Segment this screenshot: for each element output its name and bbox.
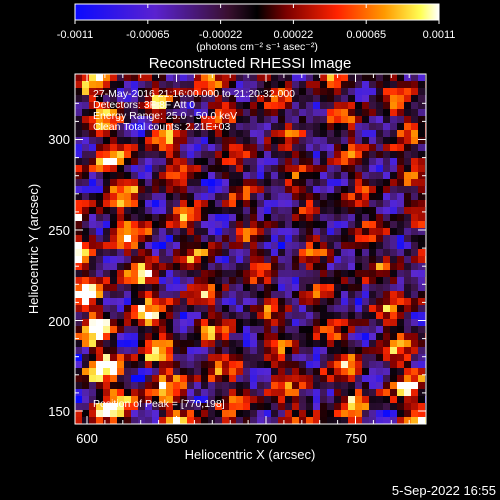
info-detectors: Detectors: 3F 8F Att 0 [93,99,195,111]
info-total-counts: Clean Total counts: 2.21E+03 [93,121,230,133]
y-tick-label: 150 [48,404,70,419]
timestamp: 5-Sep-2022 16:55 [392,483,496,498]
y-tick-label: 200 [48,314,70,329]
info-energy-range: Energy Range: 25.0 - 50.0 keV [93,110,237,122]
x-tick-label: 650 [166,431,188,446]
x-axis-label: Heliocentric X (arcsec) [185,447,316,462]
plot-frame [74,73,427,425]
x-tick-label: 750 [345,431,367,446]
colorbar-tick-label: -0.00065 [126,29,169,41]
observation-info: 27-May-2016 21:16:00.000 to 21:20:32.000… [93,88,295,133]
colorbar-ticks [74,4,440,24]
colorbar-gradient [74,3,440,21]
y-tick-label: 250 [48,223,70,238]
x-tick-label: 700 [255,431,277,446]
plot-title: Reconstructed RHESSI Image [149,55,352,72]
colorbar-tick-label: 0.00022 [274,29,314,41]
peak-position: Position of Peak = [770,198] [93,398,225,410]
y-axis-label: Heliocentric Y (arcsec) [26,184,41,314]
colorbar-tick-label: 0.0011 [423,29,456,41]
colorbar-tick-label: -0.00022 [199,29,242,41]
axis-ticks [75,74,426,424]
y-tick-label: 300 [48,132,70,147]
info-time-range: 27-May-2016 21:16:00.000 to 21:20:32.000 [93,88,295,100]
colorbar-units: (photons cm⁻² s⁻¹ asec⁻²) [196,41,318,53]
colorbar-tick-label: 0.00065 [346,29,386,41]
colorbar: -0.0011 -0.00065 -0.00022 0.00022 0.0006… [57,3,456,53]
colorbar-tick-label: -0.0011 [57,29,94,41]
x-tick-label: 600 [76,431,98,446]
